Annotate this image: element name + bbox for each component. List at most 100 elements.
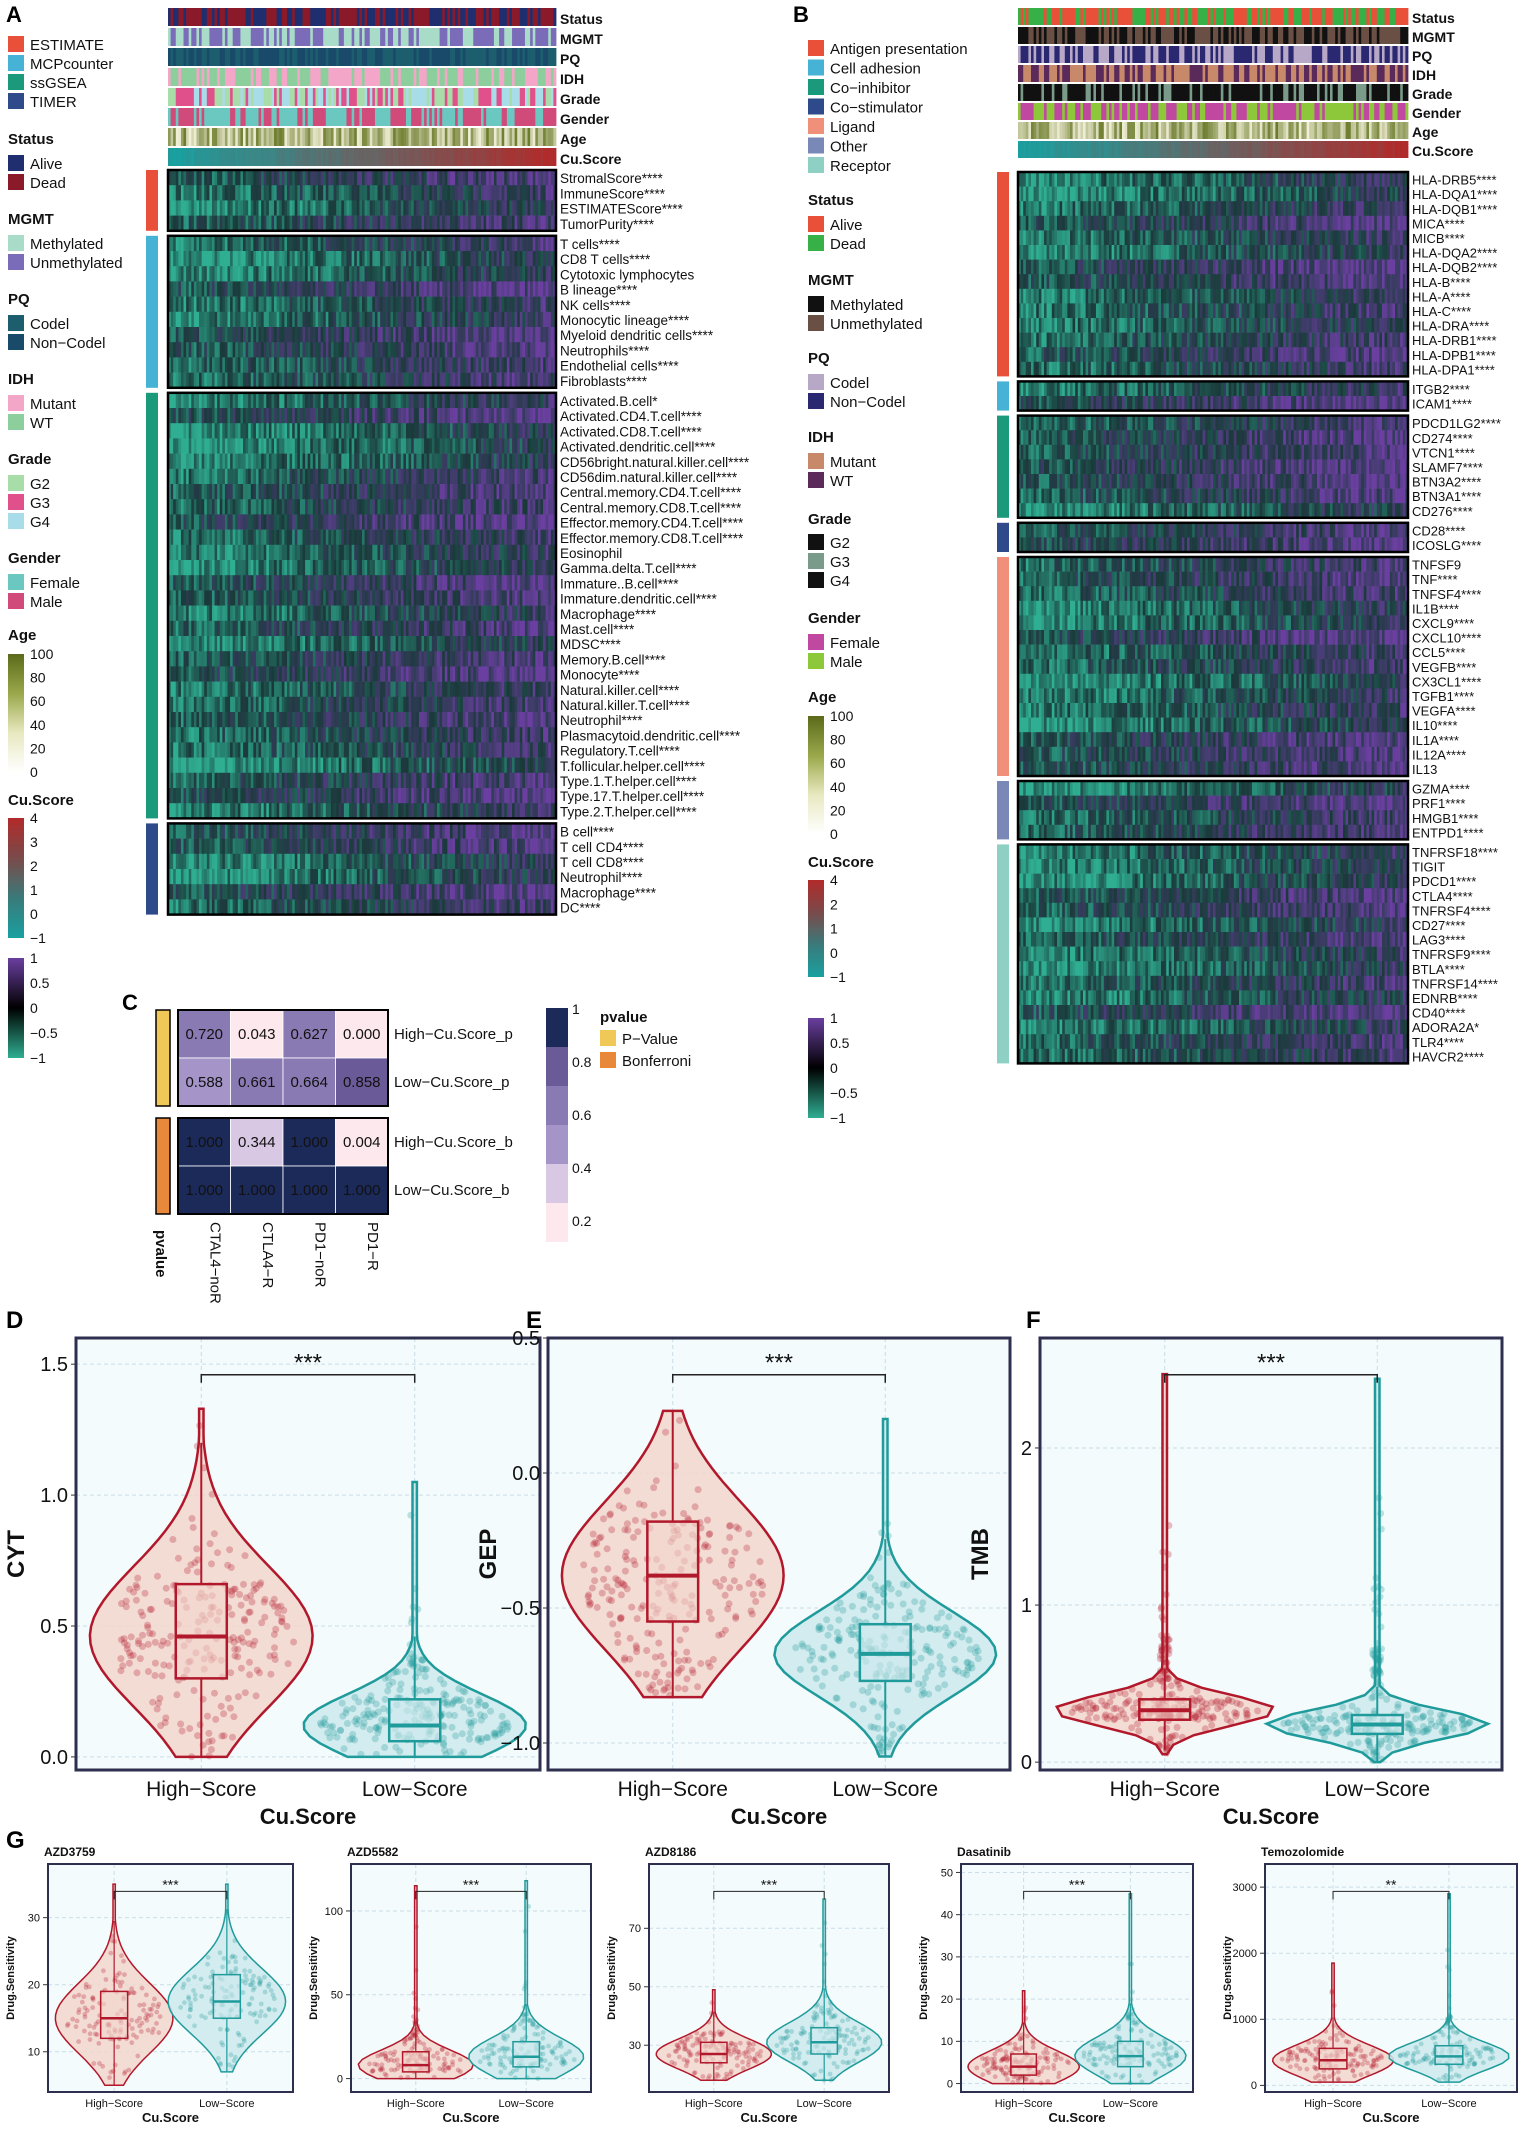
heatmap-cell bbox=[343, 408, 347, 424]
heatmap-cell bbox=[333, 514, 337, 530]
heatmap-cell bbox=[323, 251, 327, 267]
annotation-cell bbox=[292, 68, 296, 86]
heatmap-cell bbox=[250, 544, 254, 561]
heatmap-cell bbox=[452, 235, 456, 252]
heatmap-cell bbox=[519, 170, 523, 186]
heatmap-cell bbox=[193, 215, 197, 232]
heatmap-cell bbox=[535, 251, 539, 267]
heatmap-cell bbox=[493, 185, 497, 201]
heatmap-cell bbox=[475, 327, 479, 343]
heatmap-cell bbox=[243, 185, 246, 201]
annotation-cell bbox=[211, 48, 215, 66]
heatmap-cell bbox=[310, 372, 314, 389]
annotation-cell bbox=[473, 48, 477, 66]
heatmap-cell bbox=[222, 514, 226, 530]
heatmap-cell bbox=[199, 342, 203, 358]
heatmap-cell bbox=[480, 392, 484, 409]
heatmap-cell bbox=[173, 170, 177, 186]
heatmap-cell bbox=[279, 408, 283, 424]
heatmap-cell bbox=[367, 438, 371, 454]
annotation-cell bbox=[470, 108, 474, 126]
annotation-cell bbox=[457, 148, 461, 166]
heatmap-cell bbox=[431, 215, 435, 232]
heatmap-cell bbox=[522, 311, 526, 328]
heatmap-cell bbox=[349, 281, 353, 297]
heatmap-cell bbox=[535, 357, 539, 373]
annotation-cell bbox=[374, 68, 378, 86]
heatmap-cell bbox=[447, 357, 451, 373]
heatmap-cell bbox=[543, 327, 547, 343]
heatmap-cell bbox=[297, 200, 301, 216]
heatmap-cell bbox=[431, 529, 435, 546]
heatmap-cell bbox=[457, 544, 461, 561]
heatmap-cell bbox=[462, 342, 466, 358]
annotation-cell bbox=[279, 148, 283, 166]
heatmap-cell bbox=[320, 281, 324, 297]
annotation-cell bbox=[323, 108, 327, 126]
heatmap-cell bbox=[310, 529, 314, 546]
annotation-cell bbox=[193, 68, 197, 86]
heatmap-cell bbox=[499, 423, 503, 439]
heatmap-cell bbox=[186, 215, 190, 232]
heatmap-cell bbox=[434, 423, 438, 439]
heatmap-cell bbox=[180, 514, 184, 530]
heatmap-cell bbox=[193, 438, 197, 454]
heatmap-cell bbox=[496, 185, 500, 201]
annotation-cell bbox=[545, 48, 549, 66]
annotation-cell bbox=[468, 68, 472, 86]
heatmap-cell bbox=[274, 499, 278, 515]
heatmap-cell bbox=[421, 235, 425, 252]
annotation-cell bbox=[276, 8, 280, 26]
heatmap-cell bbox=[250, 185, 254, 201]
annotation-cell bbox=[201, 8, 205, 26]
heatmap-cell bbox=[509, 514, 513, 530]
heatmap-cell bbox=[217, 266, 221, 282]
heatmap-cell bbox=[356, 170, 360, 186]
heatmap-cell bbox=[488, 170, 492, 186]
annotation-cell bbox=[351, 108, 355, 126]
heatmap-cell bbox=[235, 544, 239, 561]
heatmap-cell bbox=[437, 438, 440, 454]
annotation-cell bbox=[299, 148, 303, 166]
heatmap-cell bbox=[271, 499, 275, 515]
heatmap-cell bbox=[369, 281, 373, 297]
heatmap-row bbox=[168, 327, 557, 343]
heatmap-cell bbox=[211, 484, 215, 500]
heatmap-cell bbox=[292, 251, 296, 267]
annotation-cell bbox=[188, 148, 192, 166]
heatmap-cell bbox=[302, 311, 306, 328]
annotation-cell bbox=[367, 8, 371, 26]
heatmap-cell bbox=[367, 215, 371, 232]
heatmap-cell bbox=[374, 215, 378, 232]
heatmap-cell bbox=[219, 296, 223, 313]
heatmap-cell bbox=[315, 281, 319, 297]
heatmap-cell bbox=[486, 529, 490, 546]
heatmap-cell bbox=[271, 170, 275, 186]
annotation-cell bbox=[535, 128, 539, 146]
annotation-cell bbox=[294, 108, 298, 126]
heatmap-cell bbox=[442, 357, 446, 373]
heatmap-cell bbox=[338, 529, 342, 546]
annotation-cell bbox=[261, 108, 265, 126]
annotation-cell bbox=[501, 128, 505, 146]
heatmap-cell bbox=[183, 529, 187, 546]
heatmap-cell bbox=[535, 514, 539, 530]
heatmap-cell bbox=[527, 296, 531, 313]
heatmap-cell bbox=[281, 357, 285, 373]
heatmap-cell bbox=[475, 311, 479, 328]
annotation-cell bbox=[537, 88, 541, 106]
heatmap-cell bbox=[434, 484, 438, 500]
heatmap-cell bbox=[323, 484, 327, 500]
heatmap-cell bbox=[403, 215, 407, 232]
heatmap-cell bbox=[491, 423, 495, 439]
annotation-cell bbox=[480, 108, 484, 126]
heatmap-cell bbox=[250, 215, 254, 232]
heatmap-cell bbox=[250, 514, 254, 530]
annotation-cell bbox=[478, 88, 482, 106]
heatmap-cell bbox=[442, 484, 446, 500]
heatmap-cell bbox=[519, 215, 523, 232]
heatmap-cell bbox=[434, 392, 438, 409]
heatmap-cell bbox=[315, 235, 319, 252]
heatmap-cell bbox=[222, 235, 226, 252]
heatmap-cell bbox=[530, 281, 534, 297]
